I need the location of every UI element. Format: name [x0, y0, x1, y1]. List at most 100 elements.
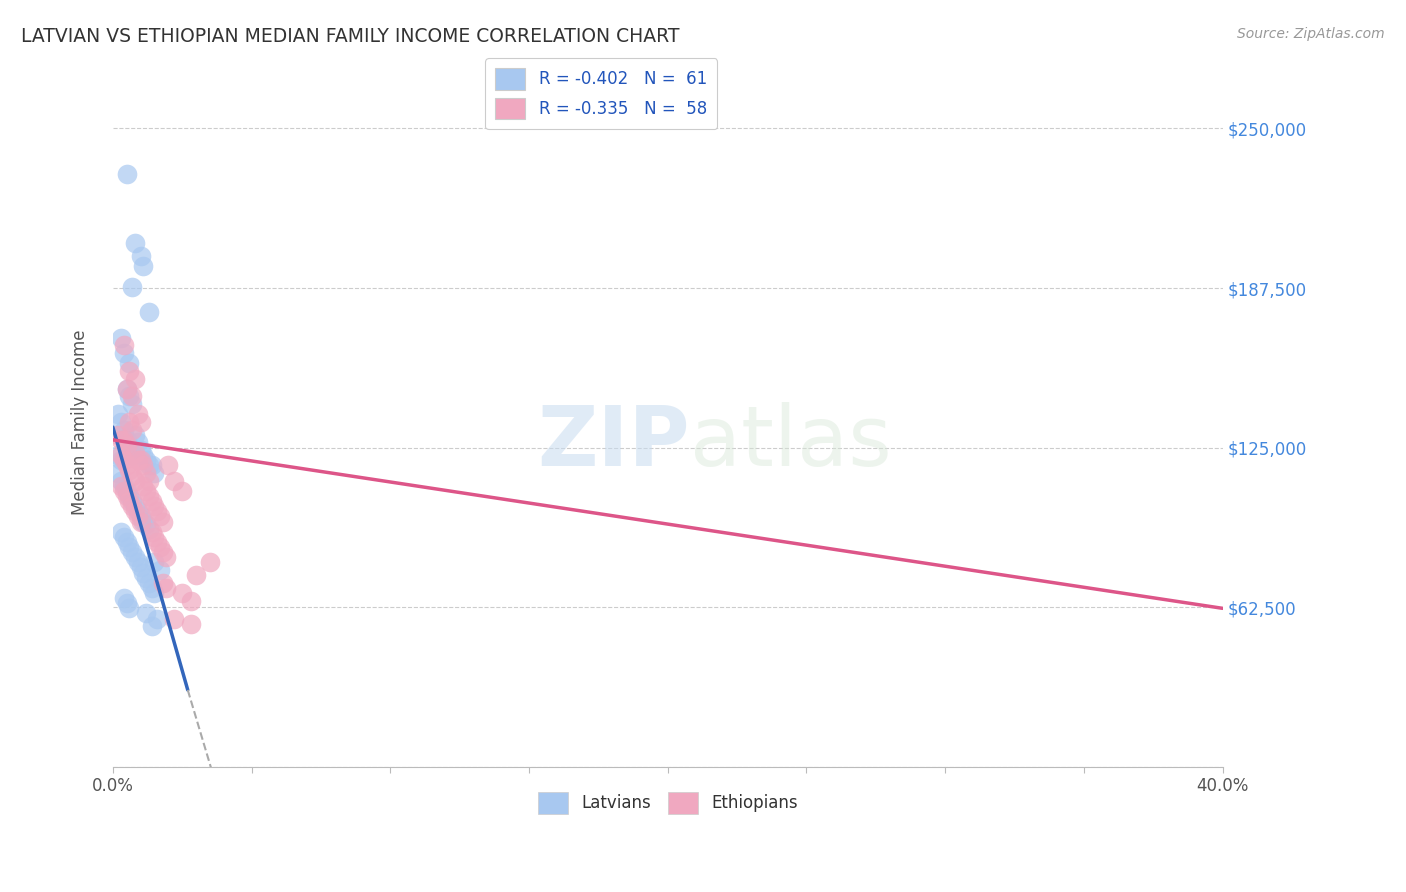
- Point: [141, 581, 163, 595]
- Text: atlas: atlas: [690, 402, 891, 483]
- Point: [115, 483, 138, 498]
- Point: [138, 458, 160, 473]
- Point: [129, 509, 152, 524]
- Point: [121, 389, 143, 403]
- Point: [163, 474, 186, 488]
- Point: [163, 611, 186, 625]
- Point: [132, 479, 155, 493]
- Point: [129, 453, 152, 467]
- Point: [118, 364, 141, 378]
- Point: [124, 474, 146, 488]
- Point: [143, 586, 166, 600]
- Point: [180, 593, 202, 607]
- Point: [141, 524, 163, 539]
- Legend: Latvians, Ethiopians: Latvians, Ethiopians: [527, 782, 807, 823]
- Point: [124, 550, 146, 565]
- Point: [143, 555, 166, 569]
- Point: [110, 524, 132, 539]
- Point: [198, 555, 221, 569]
- Point: [107, 408, 129, 422]
- Point: [146, 504, 169, 518]
- Point: [143, 466, 166, 480]
- Point: [132, 458, 155, 473]
- Point: [132, 566, 155, 580]
- Text: Source: ZipAtlas.com: Source: ZipAtlas.com: [1237, 27, 1385, 41]
- Point: [127, 435, 149, 450]
- Text: LATVIAN VS ETHIOPIAN MEDIAN FAMILY INCOME CORRELATION CHART: LATVIAN VS ETHIOPIAN MEDIAN FAMILY INCOM…: [21, 27, 679, 45]
- Point: [184, 568, 207, 582]
- Point: [110, 415, 132, 429]
- Point: [129, 560, 152, 574]
- Point: [118, 389, 141, 403]
- Point: [107, 448, 129, 462]
- Point: [112, 423, 135, 437]
- Point: [121, 545, 143, 559]
- Point: [141, 494, 163, 508]
- Point: [110, 474, 132, 488]
- Point: [118, 415, 141, 429]
- Point: [135, 517, 157, 532]
- Point: [124, 445, 146, 459]
- Point: [138, 305, 160, 319]
- Point: [110, 479, 132, 493]
- Point: [110, 331, 132, 345]
- Point: [115, 168, 138, 182]
- Point: [143, 530, 166, 544]
- Point: [135, 453, 157, 467]
- Point: [155, 581, 177, 595]
- Point: [115, 382, 138, 396]
- Point: [112, 346, 135, 360]
- Point: [172, 483, 194, 498]
- Point: [127, 504, 149, 518]
- Point: [155, 550, 177, 565]
- Point: [127, 509, 149, 524]
- Point: [127, 453, 149, 467]
- Point: [146, 535, 169, 549]
- Point: [135, 483, 157, 498]
- Point: [121, 448, 143, 462]
- Point: [118, 463, 141, 477]
- Point: [146, 611, 169, 625]
- Point: [132, 515, 155, 529]
- Point: [141, 458, 163, 473]
- Point: [132, 448, 155, 462]
- Point: [112, 479, 135, 493]
- Point: [118, 494, 141, 508]
- Point: [135, 571, 157, 585]
- Point: [135, 607, 157, 621]
- Point: [129, 515, 152, 529]
- Point: [115, 382, 138, 396]
- Point: [112, 530, 135, 544]
- Point: [121, 468, 143, 483]
- Point: [112, 433, 135, 447]
- Point: [115, 438, 138, 452]
- Point: [121, 423, 143, 437]
- Point: [112, 453, 135, 467]
- Point: [138, 489, 160, 503]
- Point: [115, 596, 138, 610]
- Point: [149, 540, 172, 554]
- Point: [112, 338, 135, 352]
- Point: [121, 500, 143, 514]
- Point: [115, 458, 138, 473]
- Point: [124, 500, 146, 514]
- Point: [118, 441, 141, 455]
- Point: [124, 427, 146, 442]
- Point: [121, 494, 143, 508]
- Point: [149, 509, 172, 524]
- Point: [124, 236, 146, 251]
- Point: [112, 483, 135, 498]
- Point: [141, 619, 163, 633]
- Point: [107, 427, 129, 442]
- Point: [180, 616, 202, 631]
- Point: [115, 433, 138, 447]
- Point: [127, 555, 149, 569]
- Point: [112, 591, 135, 606]
- Point: [138, 522, 160, 536]
- Point: [143, 500, 166, 514]
- Point: [172, 586, 194, 600]
- Point: [138, 474, 160, 488]
- Point: [107, 466, 129, 480]
- Point: [149, 563, 172, 577]
- Point: [110, 453, 132, 467]
